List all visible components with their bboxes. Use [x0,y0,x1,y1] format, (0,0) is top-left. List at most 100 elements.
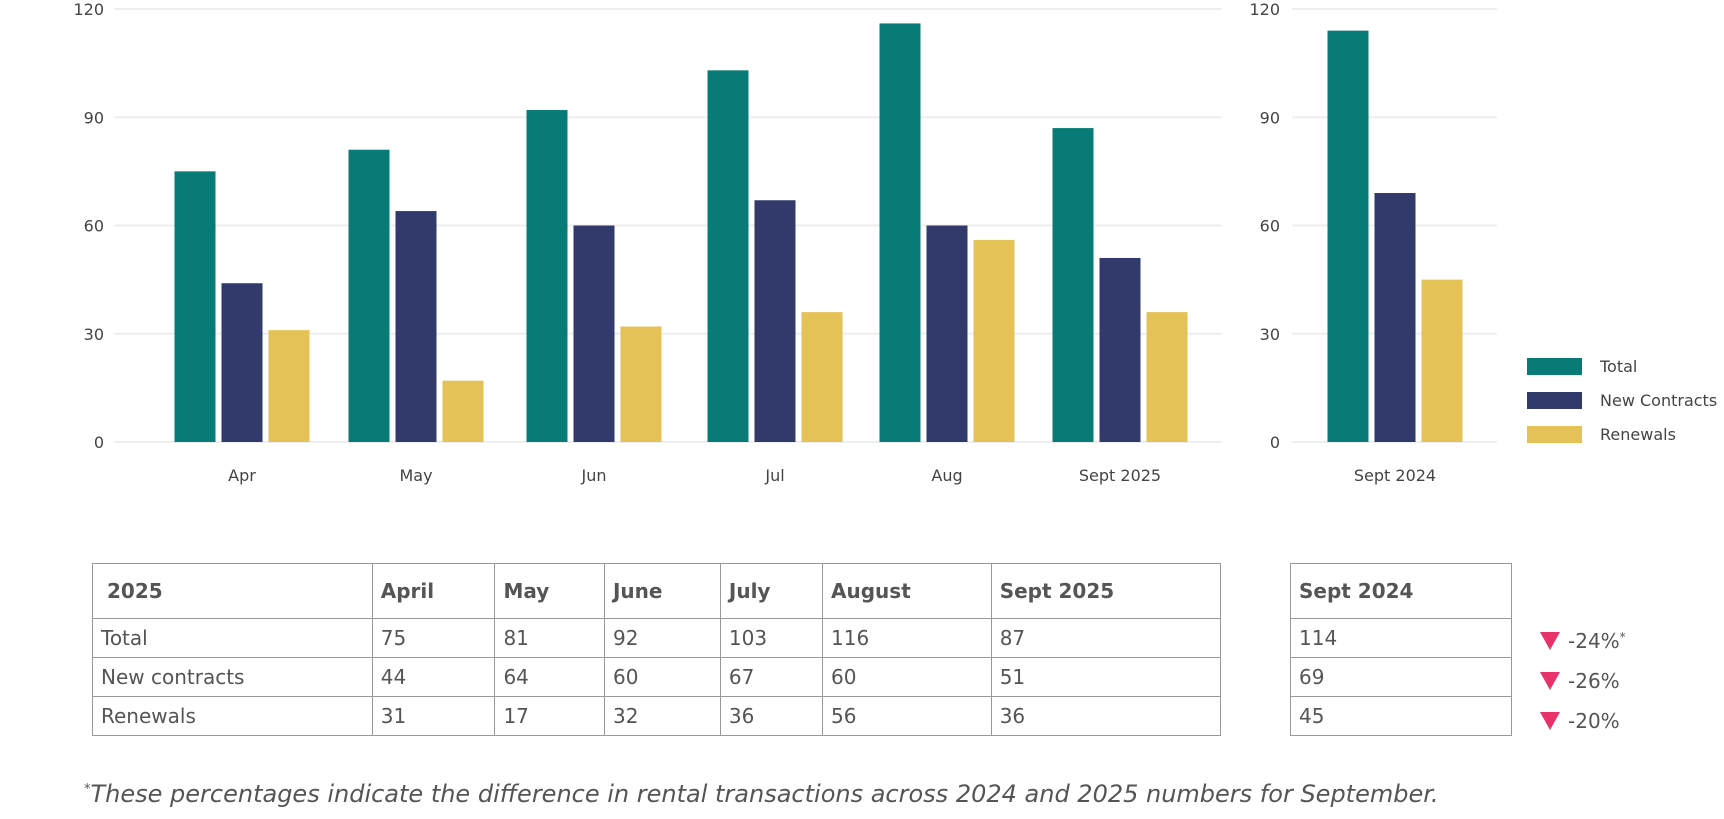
bar-renewals [442,380,484,442]
bar-new-contracts [1099,257,1141,442]
sept-2024-table: Sept 2024 114 69 45 [1290,563,1512,736]
x-tick-label: Sept 2025 [1079,466,1161,485]
table-cell: 69 [1290,657,1512,697]
down-triangle-icon [1540,672,1560,690]
y-tick-label: 30 [1260,325,1280,344]
table-cell: 60 [603,657,721,697]
table-cell: 32 [603,696,721,736]
bar-total [707,70,749,442]
table-cell: 67 [719,657,824,697]
table-header: May [494,563,605,619]
table-cell: 45 [1290,696,1512,736]
table-cell: 56 [822,696,992,736]
bar-renewals [973,239,1015,442]
legend-swatch [1527,426,1582,443]
delta-total: -24% * [1540,629,1626,653]
table-row: Renewals 31 17 32 36 56 36 [92,696,1222,736]
table-cell: 75 [371,618,496,658]
delta-renewals: -20% [1540,709,1620,733]
bar-total [1052,128,1094,442]
legend-swatch [1527,358,1582,375]
bar-total [1327,30,1369,443]
x-tick-label: Aug [931,466,962,485]
delta-value: -26% [1568,669,1620,693]
footnote-text: These percentages indicate the differenc… [90,780,1439,808]
table-header: June [603,563,721,619]
table-cell: 60 [822,657,992,697]
bar-renewals [1146,312,1188,442]
table-cell: 51 [990,657,1222,697]
x-tick-label: Apr [228,466,256,485]
legend-new-contracts: New Contracts [1527,391,1717,410]
bar-new-contracts [926,225,968,442]
x-tick-label: Jul [764,466,784,485]
footnote: *These percentages indicate the differen… [84,780,1439,808]
table-cell: 44 [371,657,496,697]
footnote-mark: * [84,782,91,797]
delta-value: -24% [1568,629,1620,653]
bar-renewals [801,312,843,442]
monthly-table: 2025 April May June July August Sept 202… [92,563,1222,736]
table-cell: 17 [494,696,605,736]
bar-new-contracts [573,225,615,442]
table-header: July [719,563,824,619]
table-cell: 92 [603,618,721,658]
y-tick-label: 90 [1260,108,1280,127]
bar-renewals [1421,279,1463,442]
bar-total [879,23,921,443]
legend-label: Total [1600,357,1638,376]
legend-renewals: Renewals [1527,425,1676,444]
bar-new-contracts [754,200,796,442]
bar-renewals [268,330,310,442]
legend-swatch [1527,392,1582,409]
bar-renewals [620,326,662,442]
table-cell: 81 [494,618,605,658]
bar-charts: 0 30 60 90 120 Apr May Jun Jul Aug Sept 2025 0 30 60 9… [73,0,1497,485]
table-cell: 31 [371,696,496,736]
bar-new-contracts [395,211,437,442]
legend-total: Total [1527,357,1637,376]
y-tick-label: 0 [1270,433,1280,452]
table-header: April [371,563,496,619]
table-cell: Total [92,618,373,658]
y-tick-label: 0 [94,433,104,452]
footnote-mark: * [1619,630,1626,644]
table-cell: 87 [990,618,1222,658]
bar-total [174,171,216,442]
table-cell: Renewals [92,696,373,736]
table-cell: 64 [494,657,605,697]
table-header: 2025 [92,563,373,619]
table-cell: 36 [990,696,1222,736]
x-tick-label: Jun [581,466,607,485]
table-cell: 116 [822,618,992,658]
table-cell: 36 [719,696,824,736]
bar-new-contracts [1374,193,1416,442]
down-triangle-icon [1540,632,1560,650]
y-tick-label: 60 [84,217,104,236]
bar-new-contracts [221,283,263,442]
y-tick-label: 120 [1249,0,1280,19]
table-cell: New contracts [92,657,373,697]
table-header: Sept 2025 [990,563,1222,619]
x-tick-label: Sept 2024 [1354,466,1436,485]
table-row: New contracts 44 64 60 67 60 51 [92,657,1222,697]
y-tick-label: 30 [84,325,104,344]
down-triangle-icon [1540,712,1560,730]
bar-total [526,110,568,443]
table-header: Sept 2024 [1290,563,1512,619]
delta-new-contracts: -26% [1540,669,1620,693]
y-tick-label: 60 [1260,217,1280,236]
bar-total [348,149,390,442]
y-tick-label: 90 [84,108,104,127]
y-tick-label: 120 [73,0,104,19]
legend-label: New Contracts [1600,391,1718,410]
table-cell: 114 [1290,618,1512,658]
table-row: Total 75 81 92 103 116 87 [92,618,1222,658]
table-header-row: 2025 April May June July August Sept 202… [92,563,1222,619]
legend-label: Renewals [1600,425,1676,444]
x-tick-label: May [399,466,432,485]
table-header: August [822,563,992,619]
delta-value: -20% [1568,709,1620,733]
table-cell: 103 [719,618,824,658]
